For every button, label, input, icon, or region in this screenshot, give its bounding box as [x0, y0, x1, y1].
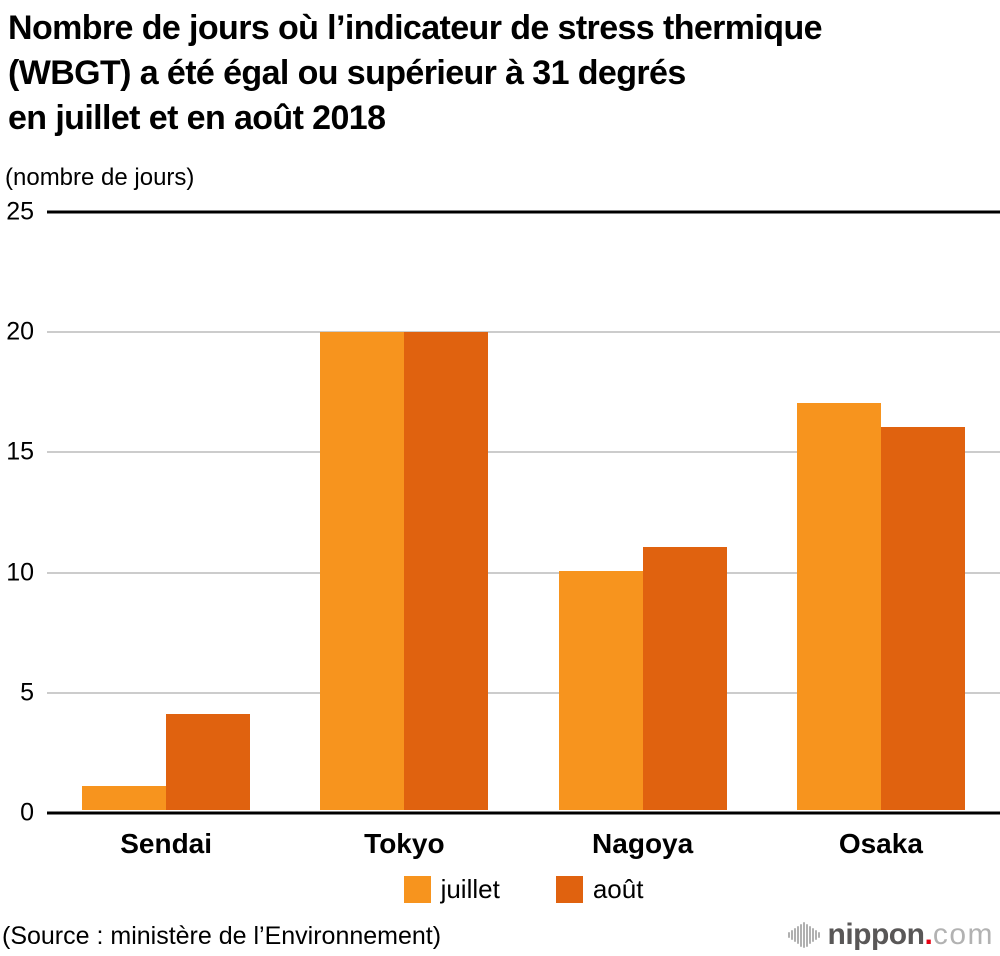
y-tick-label-15: 15 [6, 437, 34, 466]
gridline-25 [47, 210, 1000, 214]
y-axis-unit-label: (nombre de jours) [5, 164, 195, 191]
chart-title-line-2: (WBGT) a été égal ou supérieur à 31 degr… [8, 54, 686, 92]
bar-group-tokyo [285, 212, 523, 810]
source-note: (Source : ministère de l’Environnement) [2, 922, 442, 950]
legend: juillet août [47, 874, 1000, 905]
gridline-20 [47, 331, 1000, 334]
legend-item-aout: août [555, 874, 644, 905]
bar-juillet-osaka [796, 403, 881, 810]
nippon-logo: nippon . com [787, 915, 995, 955]
bar-groups [47, 212, 1000, 810]
bar-aout-nagoya [642, 546, 727, 810]
plot-area [47, 210, 1000, 815]
logo-dot: . [924, 918, 933, 951]
bar-group-sendai [47, 212, 285, 810]
x-label-osaka: Osaka [838, 828, 923, 859]
gridline-10 [47, 571, 1000, 574]
legend-swatch-aout [555, 876, 583, 903]
bar-juillet-nagoya [558, 570, 643, 810]
bar-juillet-tokyo [320, 331, 405, 810]
logo-tld-text: com [932, 918, 994, 951]
y-axis-tick-labels: 25 20 15 10 5 0 [0, 199, 36, 825]
y-tick-label-20: 20 [6, 317, 34, 346]
bar-aout-sendai [166, 714, 251, 810]
gridline-0 [47, 811, 1000, 815]
legend-swatch-juillet [403, 876, 431, 903]
bar-group-nagoya [524, 212, 762, 810]
y-tick-label-25: 25 [6, 197, 34, 226]
legend-label-aout: août [592, 874, 644, 904]
x-label-nagoya: Nagoya [592, 828, 694, 859]
x-axis-category-labels: Sendai Tokyo Nagoya Osaka [47, 828, 1000, 860]
bar-aout-tokyo [404, 331, 489, 810]
y-tick-label-0: 0 [20, 798, 34, 827]
soundwave-icon [787, 922, 820, 948]
bar-juillet-sendai [82, 786, 167, 810]
legend-item-juillet: juillet [403, 874, 500, 905]
bar-group-osaka [762, 212, 1000, 810]
bar-aout-osaka [880, 427, 965, 810]
chart-title-line-3: en juillet et en août 2018 [8, 99, 386, 137]
logo-brand-text: nippon [827, 918, 925, 951]
y-tick-label-5: 5 [20, 678, 34, 707]
x-label-sendai: Sendai [120, 828, 213, 859]
x-label-tokyo: Tokyo [364, 828, 445, 859]
gridline-5 [47, 691, 1000, 694]
chart-title: Nombre de jours où l’indicateur de stres… [8, 6, 823, 141]
gridline-15 [47, 451, 1000, 454]
chart-title-line-1: Nombre de jours où l’indicateur de stres… [8, 9, 823, 47]
legend-label-juillet: juillet [440, 874, 500, 904]
y-tick-label-10: 10 [6, 558, 34, 587]
